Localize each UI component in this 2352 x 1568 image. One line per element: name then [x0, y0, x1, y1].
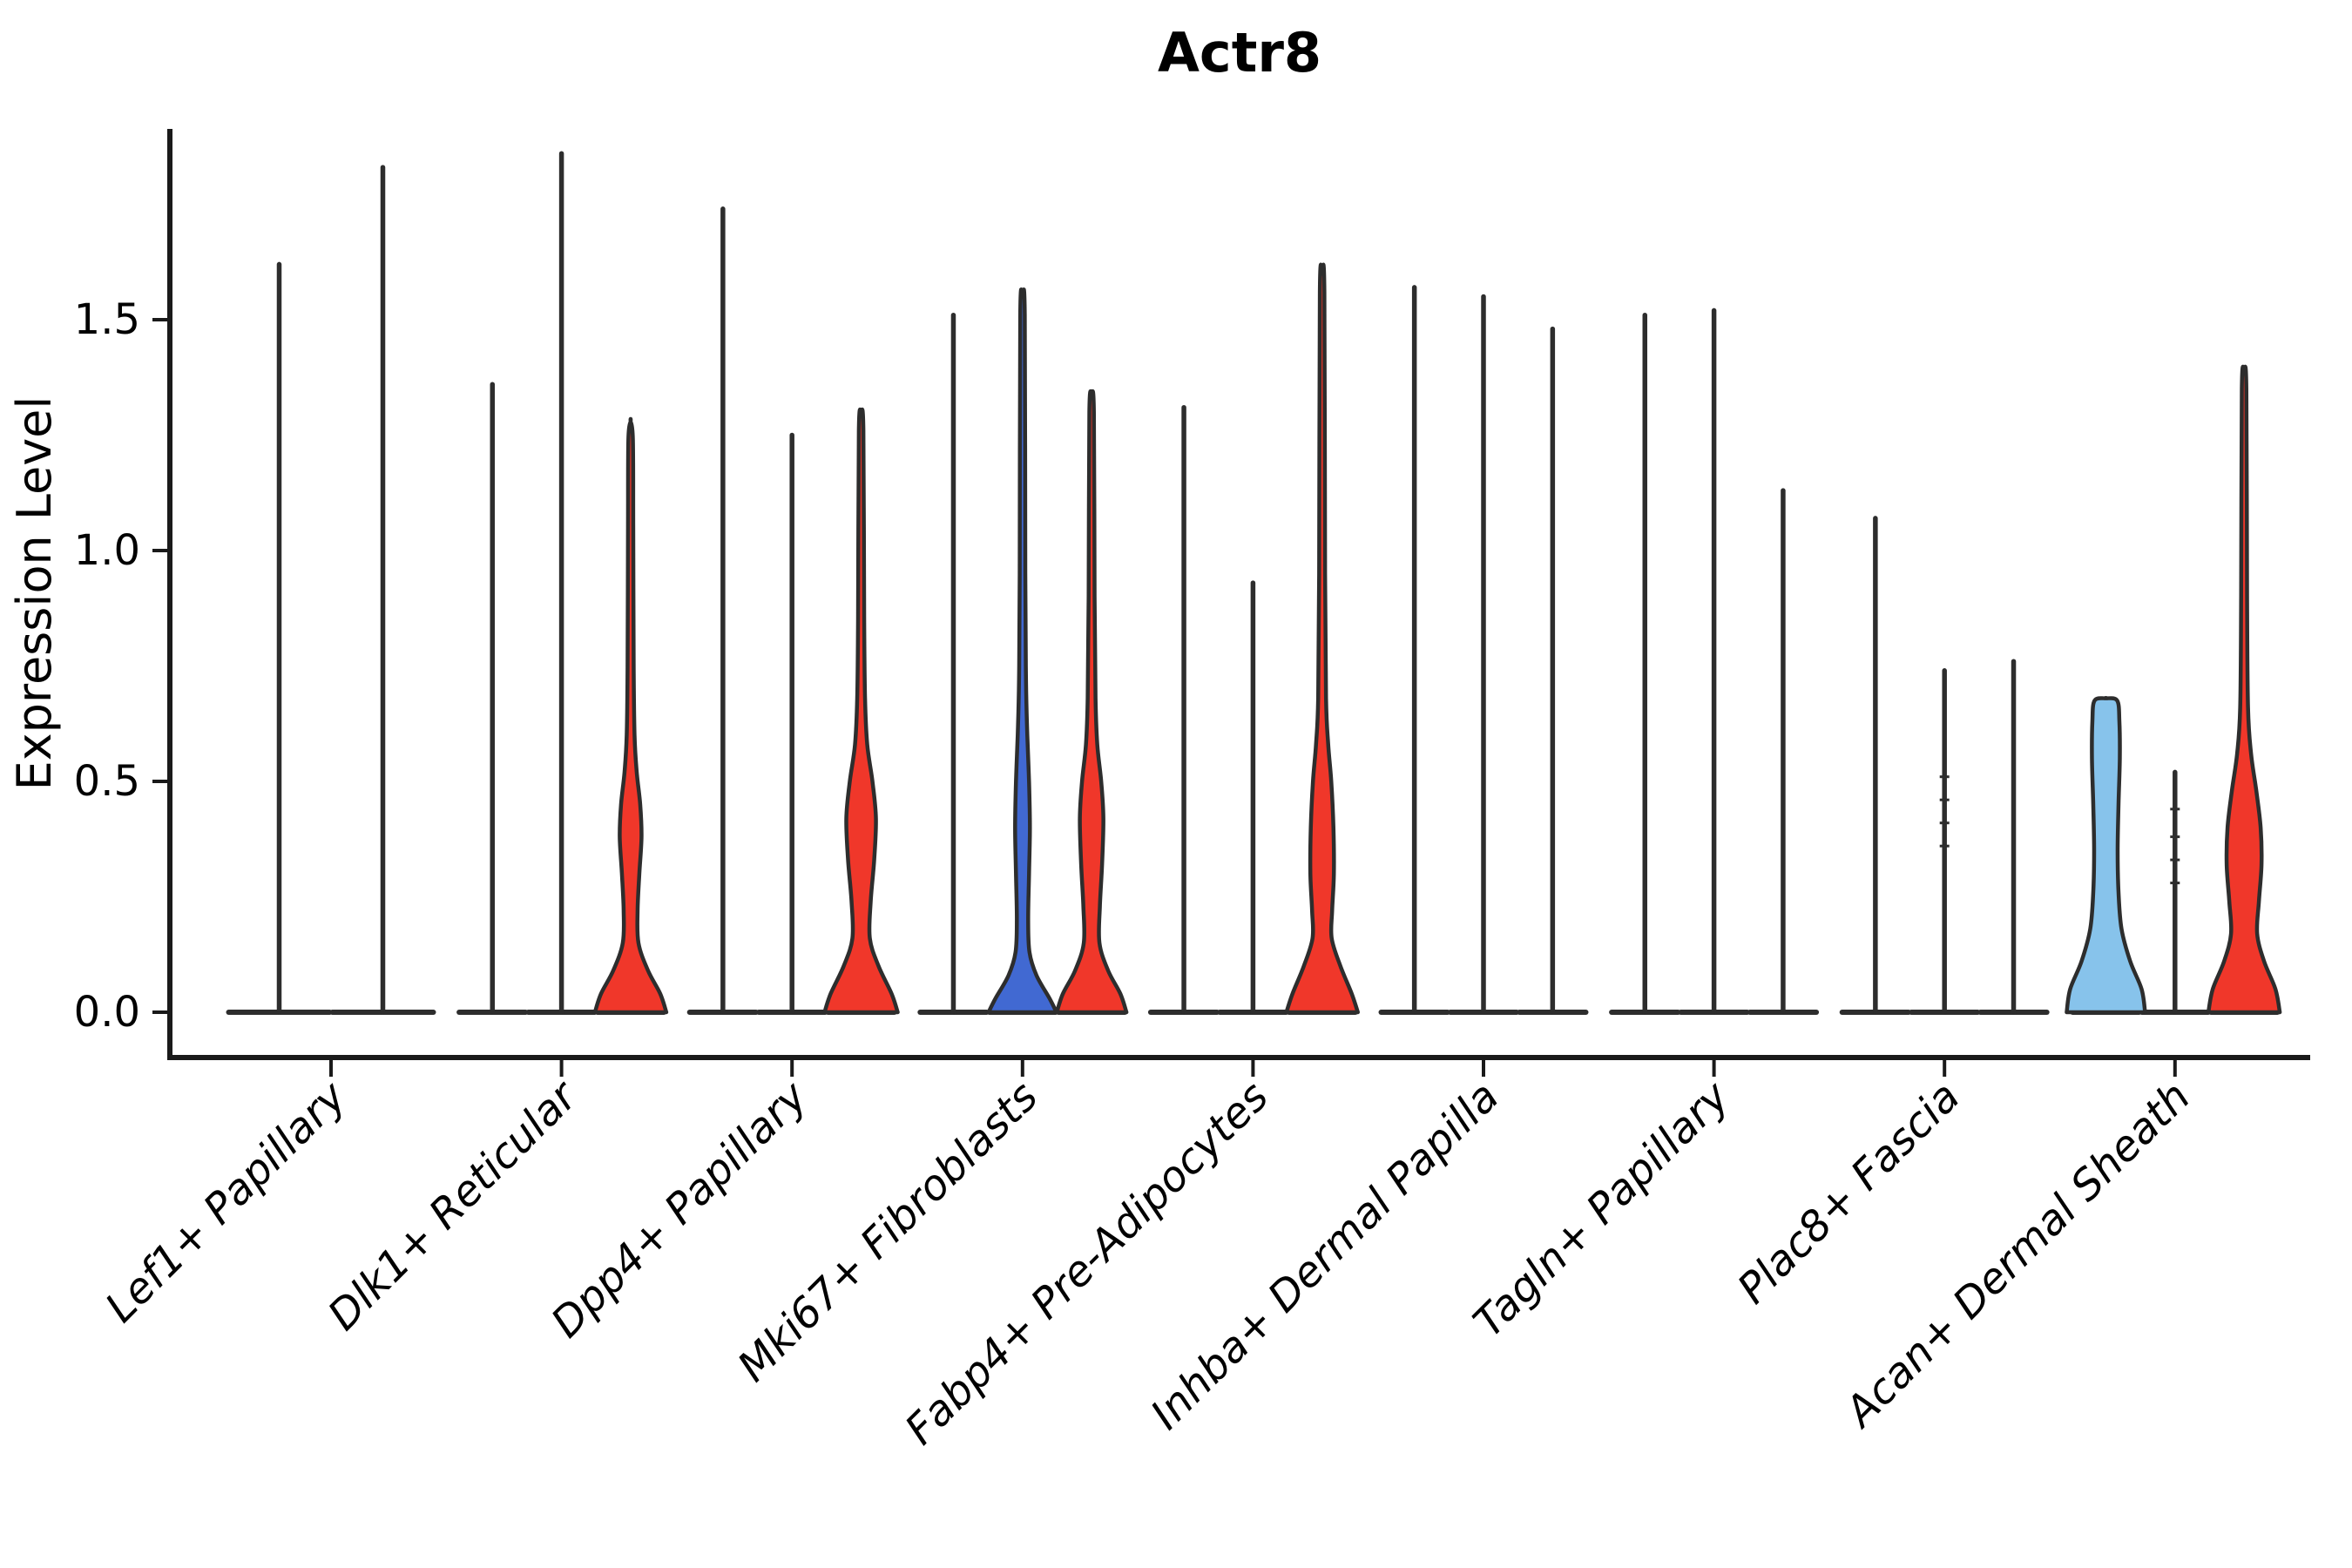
x-tick-label: Dpp4+ Papillary	[542, 1071, 817, 1347]
y-axis-ticks: 0.0 0.5 1.0 1.5	[74, 295, 170, 1037]
y-tick-label: 1.5	[74, 295, 140, 344]
y-axis-label: Expression Level	[7, 396, 62, 791]
violin-group	[1609, 308, 1820, 1015]
violin-body-red	[2206, 364, 2282, 1015]
violin-spike-mark	[1939, 844, 1950, 848]
violin-group	[456, 151, 669, 1015]
x-tick-label: Dlk1+ Reticular	[319, 1071, 589, 1341]
violin-spike-mark	[2170, 858, 2180, 862]
violin-spike-mark	[1939, 775, 1950, 779]
violin-group	[686, 206, 900, 1015]
y-tick-label: 1.0	[74, 526, 140, 575]
x-tick-label: Tagln+ Papillary	[1464, 1071, 1740, 1347]
violin-body-red	[1054, 389, 1129, 1015]
violin-spike-mark	[2170, 808, 2180, 811]
violins	[226, 151, 2282, 1015]
violin-group	[1839, 516, 2050, 1015]
violin-group	[1378, 285, 1589, 1015]
violin-body-red	[592, 416, 669, 1015]
violin-body-lightblue	[2065, 696, 2147, 1015]
violin-spike-mark	[2170, 882, 2180, 885]
y-tick-label: 0.5	[74, 757, 140, 806]
violin-body-red	[1284, 262, 1360, 1015]
violin-spike-mark	[2170, 835, 2180, 839]
violin-body-blue	[986, 287, 1059, 1015]
plot-title: Actr8	[1158, 21, 1321, 84]
x-tick-label: Lef1+ Papillary	[96, 1071, 356, 1332]
x-tick-label: Fabp4+ Pre-Adipocytes	[896, 1072, 1278, 1455]
violin-group	[2065, 364, 2282, 1015]
violin-group	[917, 287, 1129, 1015]
violin-spike-mark	[1939, 798, 1950, 801]
violin-group	[226, 165, 436, 1015]
violin-group	[1147, 262, 1360, 1015]
x-tick-label: Plac8+ Fascia	[1728, 1072, 1970, 1314]
violin-spike-mark	[1939, 821, 1950, 825]
violin-body-red	[822, 407, 900, 1015]
y-tick-label: 0.0	[74, 988, 140, 1037]
